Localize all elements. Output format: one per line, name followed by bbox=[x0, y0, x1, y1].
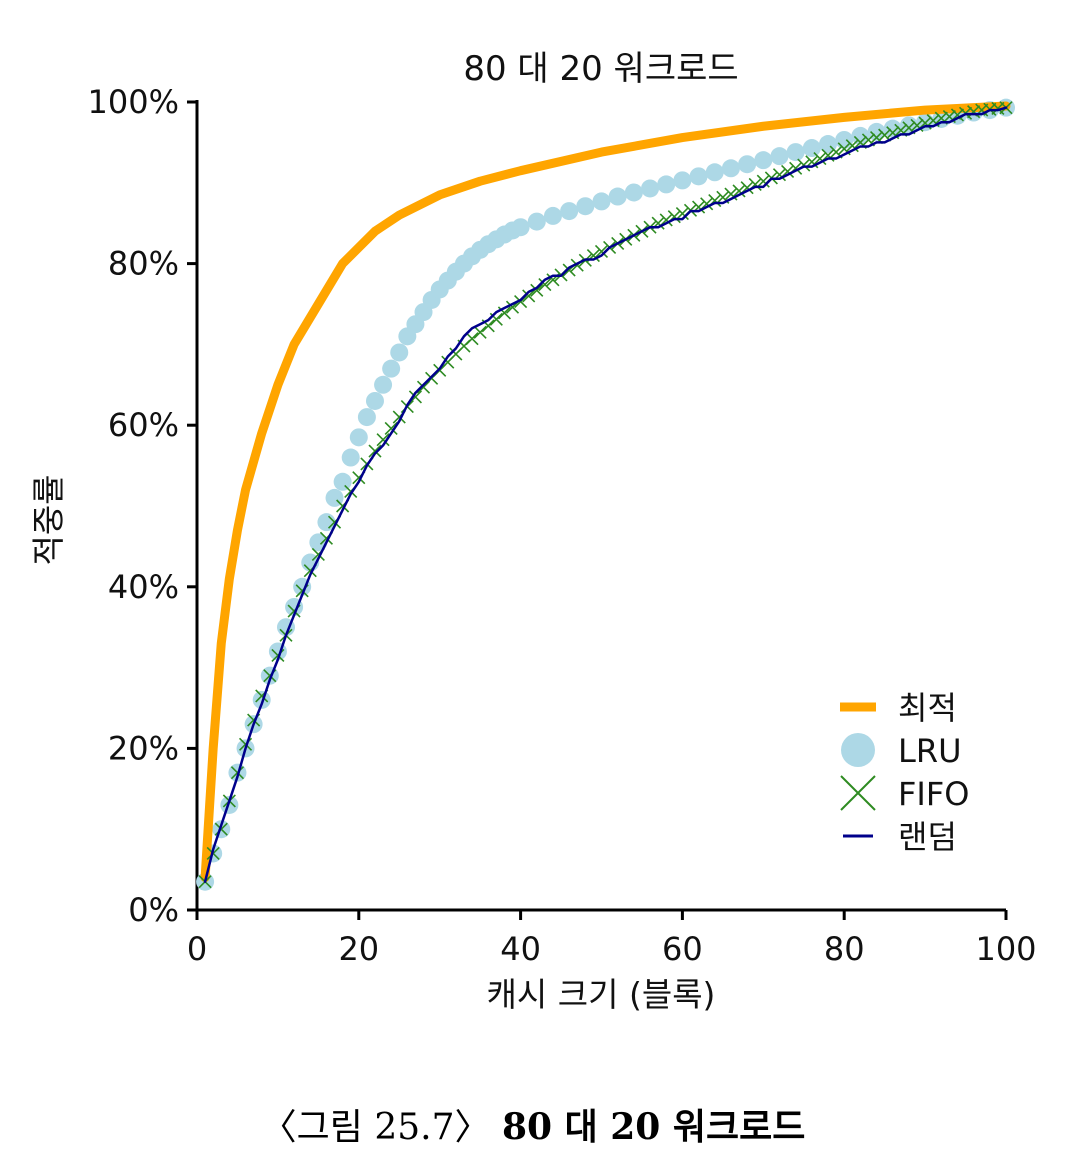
legend-marker-fifo bbox=[840, 775, 876, 811]
y-tick-label: 20% bbox=[108, 729, 179, 767]
y-tick-label: 60% bbox=[108, 406, 179, 444]
fifo-point bbox=[756, 174, 770, 188]
lru-point bbox=[802, 139, 821, 158]
series-x-markers bbox=[198, 101, 1013, 889]
lru-point bbox=[721, 159, 740, 178]
lru-point bbox=[624, 183, 643, 202]
y-tick-label: 80% bbox=[108, 245, 179, 283]
lru-point bbox=[835, 130, 854, 149]
lru-point bbox=[349, 428, 368, 447]
lru-point bbox=[608, 187, 627, 206]
x-tick-label: 60 bbox=[662, 930, 703, 968]
y-tick-label: 0% bbox=[128, 891, 179, 929]
fifo-point bbox=[675, 206, 689, 221]
lru-point bbox=[786, 143, 805, 162]
legend-label: LRU bbox=[898, 732, 961, 770]
random-line bbox=[203, 106, 1008, 883]
lru-point bbox=[641, 179, 660, 198]
lru-point bbox=[673, 171, 692, 190]
lru-point bbox=[851, 126, 870, 145]
fifo-point bbox=[732, 184, 746, 198]
lru-point bbox=[357, 408, 376, 427]
lru-point bbox=[390, 343, 409, 362]
hit-rate-chart: 80 대 20 워크로드 0 20 40 60 80 100 0% 20% 40% 60% 80% 1… bbox=[29, 49, 1037, 1014]
series-thin-line bbox=[203, 106, 1008, 883]
lru-point bbox=[738, 155, 757, 174]
axes: 0 20 40 60 80 100 0% 20% 40% 60% 80% 100% bbox=[88, 83, 1037, 968]
y-axis-label: 적중률 bbox=[29, 474, 68, 565]
figure-caption: 〈그림 25.7〉 80 대 20 워크로드 bbox=[0, 1098, 1066, 1150]
lru-point bbox=[770, 147, 789, 166]
fifo-point bbox=[465, 332, 479, 346]
x-axis-label: 캐시 크기 (블록) bbox=[487, 975, 716, 1014]
y-tick-label: 40% bbox=[108, 568, 179, 606]
fifo-point bbox=[522, 289, 536, 303]
fifo-point bbox=[594, 244, 609, 259]
fifo-point bbox=[813, 151, 827, 166]
lru-point bbox=[657, 175, 676, 194]
lru-point bbox=[543, 206, 562, 225]
fifo-point bbox=[368, 444, 382, 458]
lru-point bbox=[333, 472, 352, 491]
fifo-point bbox=[967, 105, 981, 119]
legend-label: 최적 bbox=[898, 689, 957, 727]
series-layer bbox=[196, 98, 1015, 891]
lru-point bbox=[576, 197, 595, 216]
x-tick-label: 100 bbox=[975, 930, 1036, 968]
figure-number: 〈그림 25.7〉 bbox=[260, 1107, 491, 1148]
x-tick-label: 0 bbox=[187, 930, 207, 968]
lru-point bbox=[527, 212, 546, 231]
figure-title: 80 대 20 워크로드 bbox=[501, 1106, 806, 1148]
y-tick-label: 100% bbox=[88, 83, 179, 121]
x-tick-label: 80 bbox=[824, 930, 865, 968]
fifo-point bbox=[538, 278, 552, 292]
legend-label: FIFO bbox=[898, 775, 969, 813]
lru-point bbox=[511, 218, 530, 237]
lru-point bbox=[252, 690, 271, 709]
lru-point bbox=[754, 151, 773, 170]
lru-point bbox=[220, 795, 239, 814]
lru-point bbox=[382, 359, 401, 378]
lru-point bbox=[592, 192, 611, 211]
fifo-point bbox=[473, 325, 487, 339]
x-tick-label: 40 bbox=[500, 930, 541, 968]
series-thick-line bbox=[200, 101, 1011, 883]
x-tick-label: 20 bbox=[338, 930, 379, 968]
lru-point bbox=[689, 167, 708, 186]
lru-point bbox=[560, 202, 579, 221]
lru-point bbox=[705, 163, 724, 182]
optimal-line bbox=[200, 101, 1011, 883]
lru-point bbox=[365, 391, 384, 410]
legend-marker-lru bbox=[841, 733, 875, 767]
legend: 최적 LRU FIFO 랜덤 bbox=[840, 689, 969, 856]
lru-point bbox=[374, 375, 393, 394]
chart-title: 80 대 20 워크로드 bbox=[463, 49, 738, 89]
legend-label: 랜덤 bbox=[898, 818, 957, 856]
series-circle-markers bbox=[196, 98, 1015, 891]
fifo-point bbox=[530, 283, 544, 297]
lru-point bbox=[341, 448, 360, 467]
fifo-point bbox=[376, 433, 390, 447]
fifo-point bbox=[384, 421, 398, 435]
